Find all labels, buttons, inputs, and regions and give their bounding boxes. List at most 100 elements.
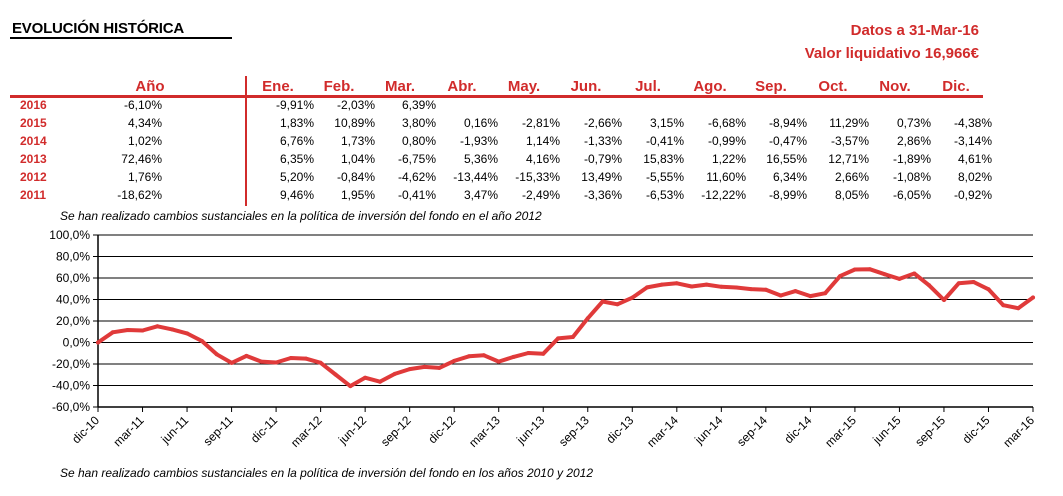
row-monthly-return: -4,38% [953, 116, 992, 130]
col-header-year: Año [135, 78, 165, 95]
table-divider [245, 76, 247, 206]
data-point [185, 331, 189, 336]
row-monthly-return: -2,81% [521, 116, 560, 130]
data-point [927, 283, 932, 288]
data-point [1001, 303, 1006, 308]
row-year: 2012 [20, 170, 47, 184]
fund-evolution-line [96, 267, 1035, 389]
title-underline [10, 37, 232, 39]
row-monthly-return: -0,41% [645, 134, 684, 148]
row-monthly-return: 2,86% [896, 134, 931, 148]
row-monthly-return: 0,80% [401, 134, 436, 148]
data-point [541, 351, 546, 356]
data-point [1016, 306, 1021, 311]
row-monthly-return: 8,05% [834, 188, 869, 202]
x-tick-label: sep-15 [912, 413, 948, 449]
y-tick-label: -20,0% [52, 357, 90, 371]
data-point [778, 293, 783, 298]
data-point [170, 327, 175, 332]
y-tick-label: 100,0% [49, 228, 90, 242]
data-point [199, 339, 204, 343]
data-point [986, 287, 991, 292]
data-point [674, 281, 679, 286]
data-point [823, 291, 828, 296]
data-point [125, 328, 130, 332]
row-monthly-return: 8,02% [957, 170, 992, 184]
row-monthly-return: -3,14% [953, 134, 992, 148]
data-point [229, 360, 234, 365]
x-tick-label: jun-14 [691, 413, 725, 447]
x-tick-label: jun-15 [869, 413, 903, 447]
row-monthly-return: 0,73% [896, 116, 931, 130]
row-year: 2016 [20, 98, 47, 112]
data-point [348, 384, 353, 389]
row-monthly-return: -6,05% [892, 188, 931, 202]
col-header-month: Jun. [570, 78, 602, 95]
row-annual-return: 4,34% [127, 116, 162, 130]
row-annual-return: -18,62% [117, 188, 162, 202]
data-point [600, 299, 605, 304]
row-monthly-return: -6,75% [397, 152, 436, 166]
row-monthly-return: -2,66% [583, 116, 622, 130]
row-annual-return: 72,46% [121, 152, 162, 166]
data-point [422, 364, 427, 369]
data-point [303, 356, 308, 361]
row-monthly-return: 1,95% [340, 188, 375, 202]
row-monthly-return: 9,46% [279, 188, 314, 202]
data-point [1031, 295, 1035, 300]
x-tick-label: jun-13 [513, 413, 547, 447]
row-annual-return: 1,02% [127, 134, 162, 148]
row-monthly-return: 12,71% [828, 152, 869, 166]
x-tick-label: sep-11 [200, 413, 235, 448]
data-point [318, 360, 323, 365]
row-monthly-return: 6,35% [279, 152, 314, 166]
col-header-month: Ago. [693, 78, 727, 95]
data-point [496, 359, 501, 364]
data-point [897, 276, 902, 281]
data-point [956, 281, 961, 286]
row-monthly-return: -8,94% [768, 116, 807, 130]
data-point [437, 365, 442, 370]
nav-value: Valor liquidativo 16,966€ [804, 45, 979, 62]
row-monthly-return: -0,99% [707, 134, 746, 148]
row-monthly-return: 1,14% [525, 134, 560, 148]
data-point [110, 330, 115, 335]
data-point [793, 289, 798, 294]
note-top: Se han realizado cambios sustanciales en… [60, 209, 542, 223]
col-header-month: Nov. [879, 78, 911, 95]
row-year: 2011 [20, 188, 47, 202]
data-point [481, 353, 486, 358]
data-point [704, 282, 709, 287]
data-point [274, 360, 279, 365]
col-header-month: Sep. [755, 78, 787, 95]
row-annual-return: -6,10% [123, 98, 162, 112]
data-point [407, 367, 412, 372]
data-point [734, 285, 739, 290]
row-monthly-return: 6,76% [279, 134, 314, 148]
data-point [378, 379, 382, 384]
col-header-month: Mar. [384, 78, 415, 95]
x-tick-label: dic-15 [960, 413, 993, 446]
y-tick-label: 0,0% [63, 336, 91, 350]
row-monthly-return: 4,61% [957, 152, 992, 166]
data-point [660, 282, 664, 287]
data-point [556, 336, 561, 341]
row-monthly-return: 15,83% [643, 152, 684, 166]
data-point [511, 354, 516, 359]
row-monthly-return: 5,36% [463, 152, 498, 166]
y-tick-label: 40,0% [56, 293, 90, 307]
row-monthly-return: 3,15% [649, 116, 684, 130]
data-point [615, 302, 620, 307]
x-tick-label: dic-14 [781, 413, 814, 446]
y-tick-label: 60,0% [56, 271, 90, 285]
row-monthly-return: -15,33% [515, 170, 560, 184]
y-tick-label: 80,0% [56, 250, 90, 264]
data-point [867, 267, 872, 272]
col-header-month: Jul. [635, 78, 661, 95]
data-point [140, 328, 145, 333]
row-monthly-return: -1,08% [892, 170, 931, 184]
data-point [882, 272, 887, 277]
row-monthly-return: 3,47% [463, 188, 498, 202]
table-header-rule [10, 95, 983, 98]
